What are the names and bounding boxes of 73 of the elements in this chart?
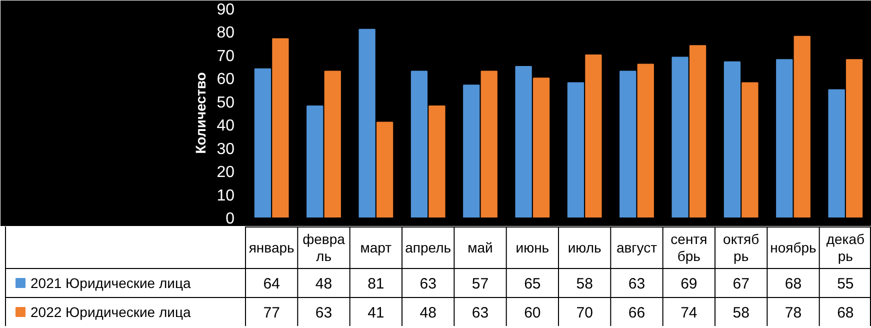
- data-label: 58: [732, 304, 750, 322]
- data-label: 63: [472, 304, 489, 322]
- data-label: 48: [315, 276, 332, 292]
- y-tick-label: 40: [216, 118, 235, 135]
- bar: [689, 45, 706, 218]
- bar: [672, 56, 688, 218]
- y-tick-label: 80: [216, 24, 235, 42]
- bar: [324, 70, 341, 218]
- bar: [515, 66, 532, 218]
- data-label: 55: [837, 276, 854, 292]
- bar: [410, 70, 428, 218]
- y-tick-label: 0: [226, 210, 235, 228]
- bar: [254, 68, 272, 218]
- data-label: 81: [368, 276, 384, 292]
- bar: [637, 64, 654, 218]
- data-label: 70: [576, 304, 593, 322]
- data-label: 78: [784, 304, 802, 322]
- x-tick-label: апрель: [405, 240, 452, 256]
- x-tick-label: сентябрь: [670, 231, 708, 264]
- data-label: 58: [576, 276, 593, 292]
- x-tick-label: январь: [248, 240, 294, 256]
- bar: [376, 122, 394, 218]
- bar: [585, 54, 602, 218]
- bar: [463, 84, 480, 218]
- x-tick-label: май: [468, 240, 493, 256]
- y-tick-label: 30: [216, 140, 235, 158]
- bar: [794, 36, 810, 218]
- bar: [724, 61, 741, 218]
- y-tick-label: 10: [216, 187, 235, 204]
- data-label: 67: [732, 276, 750, 292]
- bar: [828, 89, 845, 218]
- bar: [620, 70, 636, 218]
- data-label: 64: [263, 276, 280, 292]
- x-tick-label: декабрь: [826, 231, 865, 264]
- x-tick-label: июнь: [516, 240, 550, 256]
- bar: [428, 106, 446, 218]
- y-tick-label: 70: [216, 48, 235, 65]
- x-tick-label: февраль: [302, 231, 346, 264]
- data-label: 68: [837, 304, 854, 322]
- y-tick-label: 50: [216, 94, 235, 112]
- data-label: 57: [472, 276, 489, 292]
- data-label: 74: [680, 304, 698, 322]
- bar: [480, 70, 498, 218]
- data-label: 48: [420, 304, 436, 322]
- data-label: 63: [628, 276, 646, 292]
- bar: [776, 59, 793, 218]
- bar: [742, 82, 758, 218]
- bar: [567, 82, 584, 218]
- bar: [846, 59, 863, 218]
- data-label: 41: [368, 304, 384, 322]
- legend-label: 2021 Юридические лица: [30, 275, 191, 291]
- x-tick-label: июль: [568, 240, 602, 256]
- data-label: 77: [263, 304, 280, 322]
- y-axis-title: Количество: [192, 72, 209, 154]
- x-tick-label: ноябрь: [770, 240, 816, 256]
- bar: [306, 106, 324, 218]
- y-tick-label: 20: [216, 164, 235, 182]
- bar: [532, 78, 550, 218]
- data-label: 66: [628, 304, 646, 322]
- y-tick-label: 60: [216, 71, 235, 88]
- data-label: 63: [420, 276, 436, 292]
- data-label: 63: [315, 304, 332, 322]
- data-label: 60: [524, 304, 541, 322]
- y-tick-label: 90: [216, 2, 235, 18]
- legend-label: 2022 Юридические лица: [30, 304, 191, 320]
- x-tick-label: март: [360, 240, 392, 256]
- data-label: 65: [524, 276, 541, 292]
- data-label: 69: [680, 276, 698, 292]
- data-label: 68: [784, 276, 802, 292]
- bar: [272, 38, 289, 218]
- x-tick-label: август: [616, 240, 658, 256]
- bar: [358, 28, 376, 218]
- x-tick-label: октябрь: [723, 231, 760, 264]
